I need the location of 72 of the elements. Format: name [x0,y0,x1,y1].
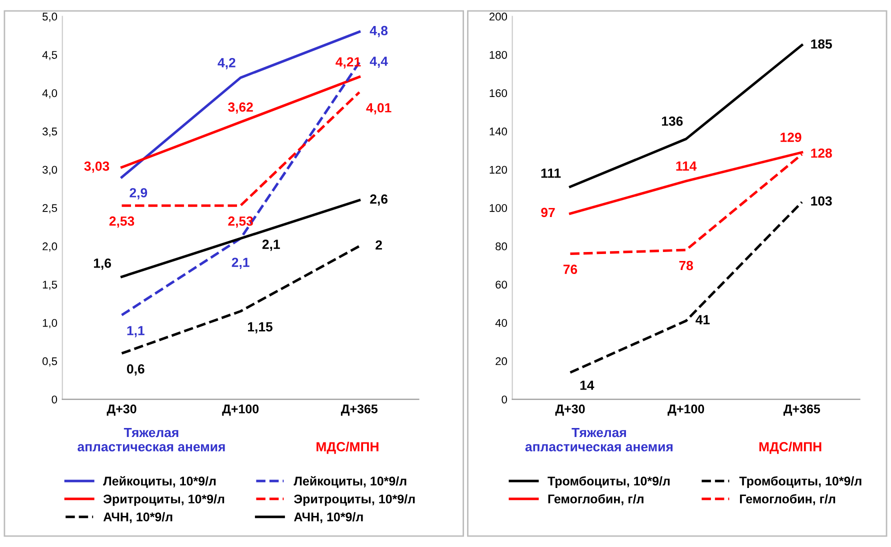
x-tick-label: Д+30 [106,404,136,416]
legend-label: Тромбоциты, 10*9/л [739,476,862,488]
data-label: 2,1 [232,258,250,269]
y-tick-label: 3,0 [42,166,58,176]
legend-label: Эритроциты, 10*9/л [103,494,224,506]
text: Тяжелая апластическая анемия [78,428,225,452]
y-tick-label: 4,0 [42,89,58,98]
data-label: 2,6 [370,194,388,206]
y-tick-label: 60 [496,280,508,289]
legend-label: Тромбоциты, 10*9/л [548,476,670,488]
legend-label: Эритроциты, 10*9/л [294,494,415,506]
x-tick-label: Д+365 [783,404,820,416]
data-label: 14 [580,380,594,390]
data-label: 41 [696,315,710,324]
data-label: 4,01 [366,103,392,114]
y-tick-label: 0,5 [42,357,58,366]
text: МДС/МПН [316,442,378,454]
y-tick-label: 120 [490,166,508,174]
y-tick-label: 0 [502,396,508,404]
y-tick-label: 1,0 [42,318,58,328]
data-label: 103 [811,196,832,206]
data-label: 3,03 [84,161,110,173]
data-label: 129 [780,132,802,142]
y-tick-label: 200 [489,12,508,21]
data-label: 2 [376,240,382,250]
x-tick-label: Д+100 [668,404,704,416]
data-label: 4,2 [218,58,236,70]
x-tick-label: Д+100 [222,404,259,416]
data-label: 0,6 [127,364,144,376]
y-tick-label: 20 [496,357,508,366]
data-label: 1,1 [127,326,144,338]
data-label: 1,6 [94,258,112,270]
data-label: 4,8 [370,26,388,38]
data-label: 136 [662,116,683,126]
y-tick-label: 1,5 [42,280,58,290]
data-label: 2,53 [228,216,253,228]
y-tick-label: 0 [52,396,58,404]
x-tick-label: Д+30 [555,404,585,416]
y-tick-label: 100 [490,204,508,212]
data-label: 2,1 [262,240,280,251]
y-tick-label: 3,5 [42,128,58,137]
legend-label: Гемоглобин, г/л [740,494,836,506]
y-tick-label: 5,0 [42,12,58,22]
y-tick-label: 2,0 [42,242,58,252]
legend-label: Лейкоциты, 10*9/л [294,476,406,488]
text: Тяжелая апластическая анемия [525,428,672,452]
data-label: 78 [679,260,694,270]
y-tick-label: 180 [490,50,508,59]
data-label: 97 [541,208,555,218]
data-label: 1,15 [248,322,272,334]
data-label: 76 [563,264,578,274]
y-tick-label: 80 [496,242,508,250]
data-label: 111 [541,168,561,178]
y-tick-label: 140 [490,128,508,136]
data-label: 3,62 [228,102,253,114]
data-label: 114 [676,162,697,171]
legend-label: АЧН, 10*9/л [294,512,363,524]
data-label: 2,9 [130,188,148,200]
x-tick-label: Д+365 [340,404,378,416]
data-label: 2,53 [109,216,134,228]
data-label: 185 [811,39,832,49]
legend-label: АЧН, 10*9/л [103,512,172,524]
legend-label: Гемоглобин, г/л [548,494,644,506]
data-label: 128 [811,148,832,158]
y-tick-label: 4,5 [42,51,58,60]
data-label: 4,4 [370,56,388,68]
y-tick-label: 2,5 [42,204,58,214]
y-tick-label: 160 [490,89,508,98]
data-label: 4,21 [336,57,361,68]
text: МДС/МПН [759,442,822,454]
legend-label: Лейкоциты, 10*9/л [103,476,216,488]
y-tick-label: 40 [495,318,508,327]
